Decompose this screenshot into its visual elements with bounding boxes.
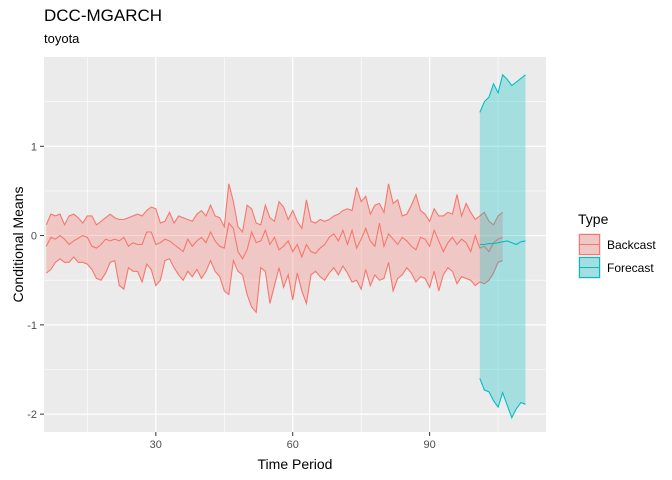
x-tick-label: 90 (424, 439, 436, 451)
x-tick-label: 30 (150, 439, 162, 451)
y-tick-label: 0 (31, 231, 37, 243)
backcast-lower-line (45, 256, 503, 314)
y-tick-label: -1 (27, 320, 37, 332)
chart-subtitle: toyota (44, 31, 80, 46)
series-layer (45, 73, 526, 420)
x-axis-title: Time Period (258, 456, 333, 472)
x-tick-label: 60 (287, 439, 299, 451)
forecast-lower-line (479, 378, 526, 420)
y-tick-label: -2 (27, 409, 37, 421)
backcast-upper-line (45, 183, 503, 234)
minor-gridlines (44, 57, 546, 432)
y-axis-title: Conditional Means (10, 187, 26, 303)
chart-title: DCC-MGARCH (44, 6, 163, 25)
axis-ticks: 30 60 90 -2 -1 0 1 (27, 141, 436, 451)
forecast-mean-line (479, 240, 526, 246)
forecast-ribbon (479, 74, 526, 418)
legend-title: Type (578, 211, 609, 227)
legend-label-backcast: Backcast (607, 238, 656, 252)
forecast-upper-line (479, 73, 526, 113)
backcast-mean-line (45, 221, 503, 260)
legend: Type Backcast Forecast (578, 211, 656, 279)
y-tick-label: 1 (31, 141, 37, 153)
legend-label-forecast: Forecast (607, 261, 654, 275)
